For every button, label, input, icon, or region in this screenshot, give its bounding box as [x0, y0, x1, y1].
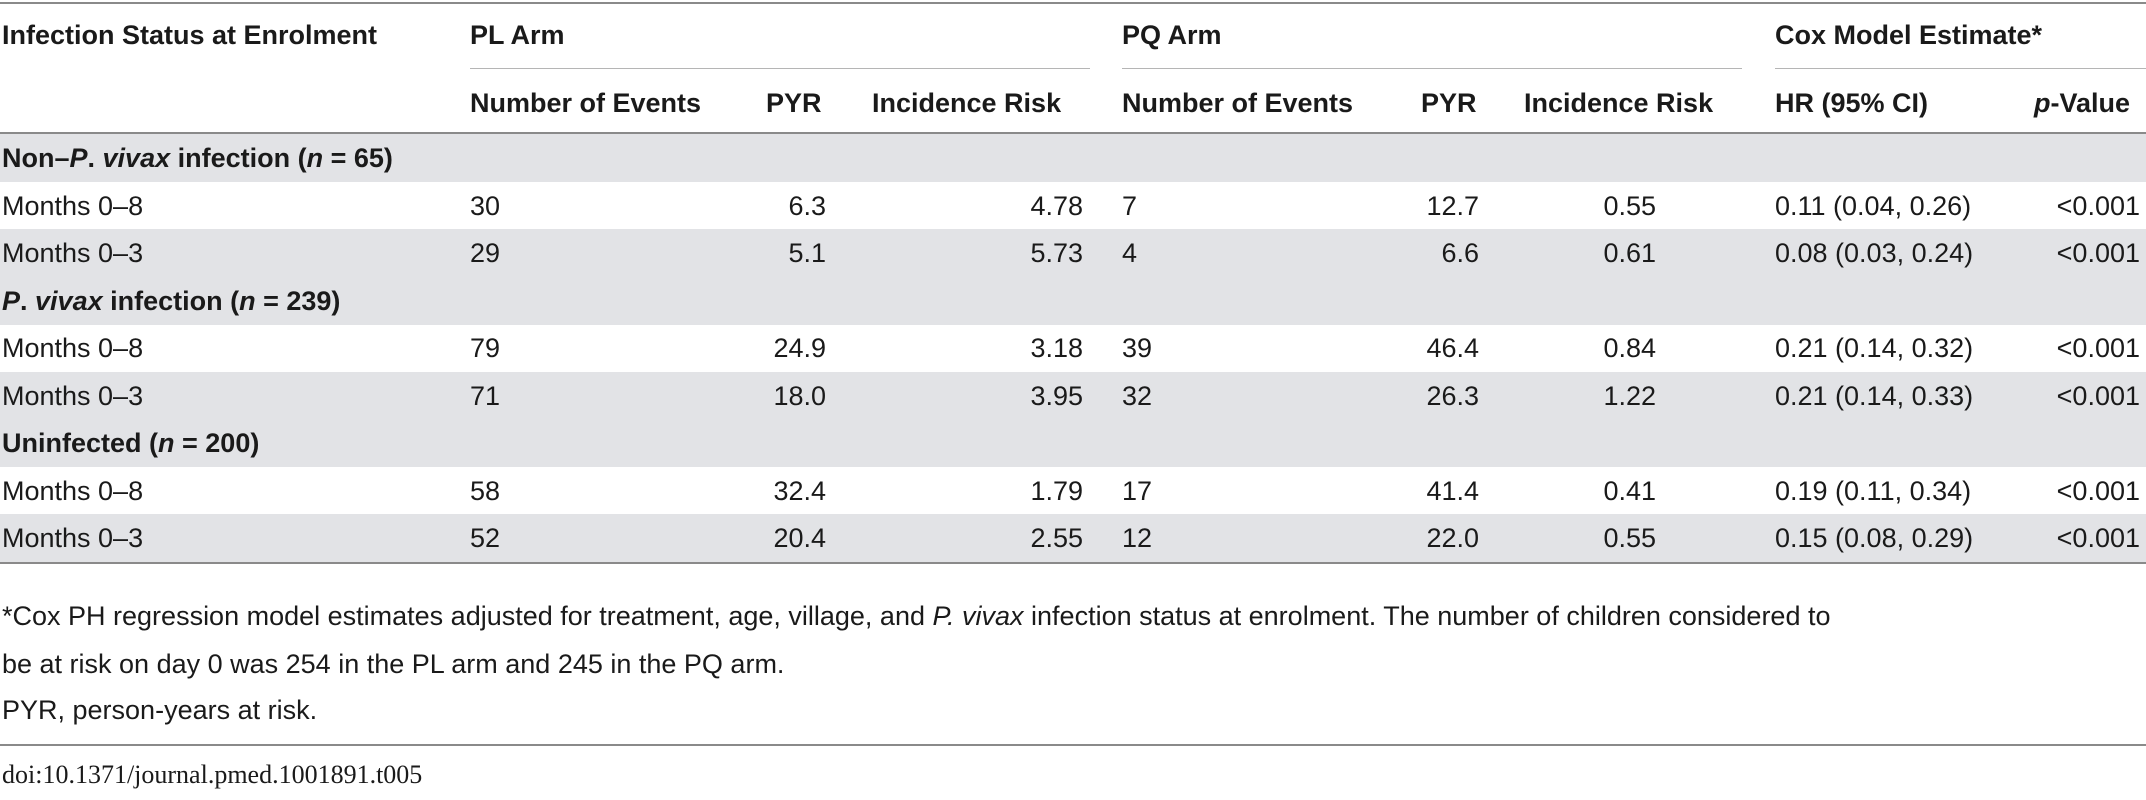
cell-pl-risk: 4.78: [1030, 190, 1083, 221]
table-row: Months 0–3 29 5.1 5.73 4 6.6 0.61 0.08 (0.03, 0…: [0, 229, 2146, 277]
row-label: Months 0–3: [2, 523, 144, 553]
row-label: Months 0–3: [2, 380, 144, 411]
table-row: Months 0–3 71 18.0 3.95 32 26.3 1.22 0.21 (0.14…: [0, 371, 2146, 420]
cell-hr: 0.08 (0.03, 0.24): [1775, 238, 1974, 268]
cell-pq-pyr: 26.3: [1426, 380, 1479, 411]
cell-p: <0.001: [2056, 475, 2140, 506]
cell-pq-events: 4: [1122, 238, 1138, 268]
section-title: Non–P. vivax infection (n = 65): [2, 143, 393, 173]
table-row: Months 0–8 79 24.9 3.18 39 46.4 0.84 0.21 (0.14…: [0, 324, 2146, 372]
cell-pq-events: 7: [1122, 190, 1138, 221]
cell-p: <0.001: [2056, 380, 2140, 411]
cell-pl-events: 79: [470, 333, 501, 363]
table-row: Months 0–3 52 20.4 2.55 12 22.0 0.55 0.15 (0.08…: [0, 514, 2146, 562]
cell-pq-pyr: 41.4: [1426, 475, 1479, 506]
cell-pl-pyr: 20.4: [773, 523, 826, 553]
cell-pq-risk: 0.61: [1603, 238, 1656, 268]
pq-arm-rule: [1122, 68, 1742, 69]
cell-pq-risk: 0.84: [1603, 333, 1656, 363]
cell-pl-risk: 1.79: [1030, 475, 1083, 506]
cell-pq-risk: 1.22: [1603, 380, 1656, 411]
top-rule: [0, 2, 2146, 4]
cell-pl-pyr: 5.1: [788, 238, 826, 268]
cell-pq-events: 39: [1122, 333, 1153, 363]
cell-pl-pyr: 18.0: [773, 380, 826, 411]
cell-pq-pyr: 46.4: [1426, 333, 1479, 363]
table-row: Months 0–8 30 6.3 4.78 7 12.7 0.55 0.11 (0.04, …: [0, 182, 2146, 230]
section-row: Uninfected (n = 200): [0, 419, 2146, 467]
cell-hr: 0.21 (0.14, 0.33): [1775, 380, 1974, 411]
header-pl-pyr: PYR: [766, 88, 822, 118]
cell-pq-pyr: 12.7: [1426, 190, 1479, 221]
header-pl-events: Number of Events: [470, 88, 702, 118]
header-p-value: p-Value: [2034, 88, 2131, 118]
section-title: P. vivax infection (n = 239): [2, 285, 341, 316]
footnote-line-3: PYR, person-years at risk.: [2, 695, 318, 725]
header-infection-status: Infection Status at Enrolment: [2, 20, 378, 50]
header-rule: [0, 132, 2146, 134]
cell-pl-pyr: 6.3: [788, 190, 826, 221]
footer-rule: [0, 744, 2146, 746]
cell-pl-events: 52: [470, 523, 501, 553]
cell-pq-risk: 0.41: [1603, 475, 1656, 506]
cell-pl-events: 71: [470, 380, 501, 411]
cell-hr: 0.21 (0.14, 0.32): [1775, 333, 1974, 363]
cell-p: <0.001: [2056, 523, 2140, 553]
cell-pl-events: 29: [470, 238, 501, 268]
doi-text: doi:10.1371/journal.pmed.1001891.t005: [2, 760, 423, 789]
section-row: P. vivax infection (n = 239): [0, 276, 2146, 325]
cell-pq-pyr: 6.6: [1441, 238, 1479, 268]
header-pl-risk: Incidence Risk: [872, 88, 1062, 118]
cell-pl-risk: 3.95: [1030, 380, 1083, 411]
cox-rule: [1775, 68, 2146, 69]
cell-pq-pyr: 22.0: [1426, 523, 1479, 553]
cell-pl-pyr: 24.9: [773, 333, 826, 363]
header-cox-model: Cox Model Estimate*: [1775, 20, 2043, 50]
cell-pq-events: 32: [1122, 380, 1153, 411]
row-label: Months 0–3: [2, 238, 144, 268]
row-label: Months 0–8: [2, 190, 144, 221]
cell-pl-events: 30: [470, 190, 501, 221]
cell-pq-risk: 0.55: [1603, 523, 1656, 553]
header-pq-pyr: PYR: [1421, 88, 1477, 118]
footnote-line-1: *Cox PH regression model estimates adjus…: [2, 601, 1831, 631]
header-pl-arm: PL Arm: [470, 20, 565, 50]
header-pq-risk: Incidence Risk: [1524, 88, 1714, 118]
row-label: Months 0–8: [2, 333, 144, 363]
section-row: Non–P. vivax infection (n = 65): [0, 134, 2146, 182]
footnote-line-2: be at risk on day 0 was 254 in the PL ar…: [2, 649, 785, 679]
pl-arm-rule: [470, 68, 1090, 69]
cell-pl-pyr: 32.4: [773, 475, 826, 506]
cell-p: <0.001: [2056, 238, 2140, 268]
cell-pl-risk: 2.55: [1030, 523, 1083, 553]
cell-hr: 0.11 (0.04, 0.26): [1775, 190, 1972, 221]
cell-pl-events: 58: [470, 475, 501, 506]
cell-pl-risk: 3.18: [1030, 333, 1083, 363]
bottom-rule: [0, 562, 2146, 564]
header-pq-arm: PQ Arm: [1122, 20, 1222, 50]
cell-hr: 0.19 (0.11, 0.34): [1775, 475, 1972, 506]
section-title: Uninfected (n = 200): [2, 428, 260, 458]
cell-hr: 0.15 (0.08, 0.29): [1775, 523, 1974, 553]
cell-pq-events: 12: [1122, 523, 1153, 553]
cell-p: <0.001: [2056, 333, 2140, 363]
cell-pq-events: 17: [1122, 475, 1153, 506]
cell-p: <0.001: [2056, 190, 2140, 221]
table-row: Months 0–8 58 32.4 1.79 17 41.4 0.41 0.19 (0.11…: [0, 467, 2146, 515]
row-label: Months 0–8: [2, 475, 144, 506]
cell-pl-risk: 5.73: [1030, 238, 1083, 268]
cell-pq-risk: 0.55: [1603, 190, 1656, 221]
header-hr: HR (95% CI): [1775, 88, 1929, 118]
header-pq-events: Number of Events: [1122, 88, 1354, 118]
